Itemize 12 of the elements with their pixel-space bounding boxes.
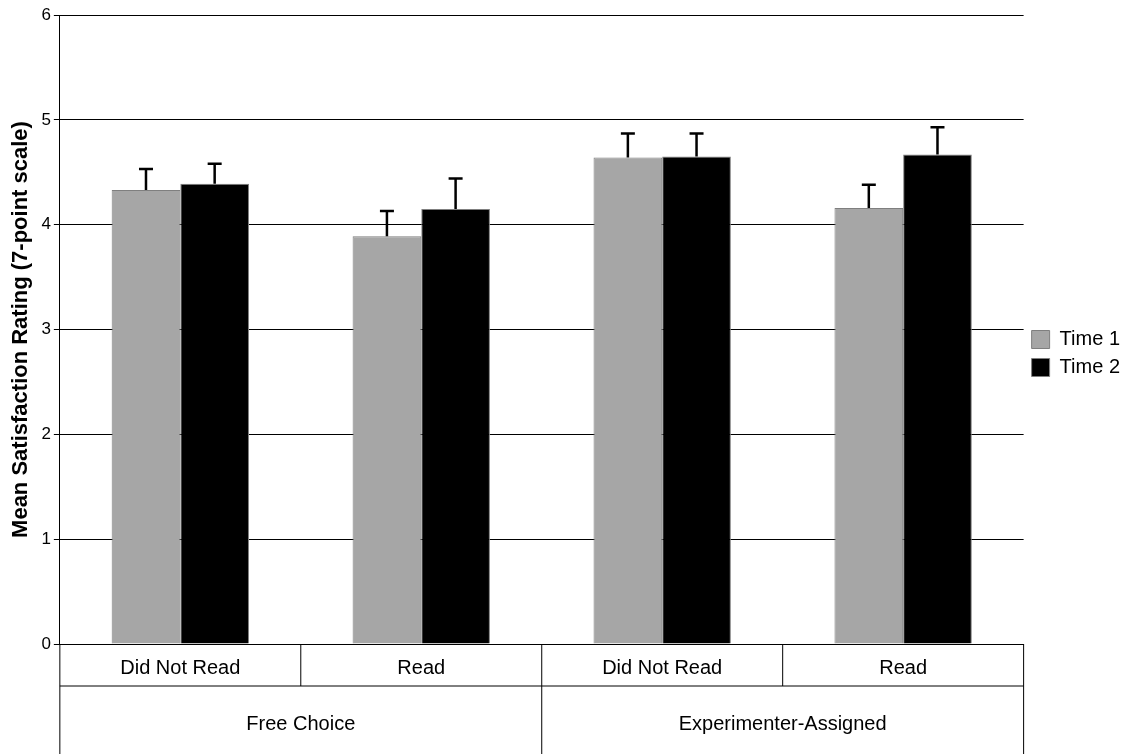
y-tick-label: 0 [41,633,51,653]
y-tick-label: 2 [41,424,51,444]
legend-label: Time 1 [1059,327,1121,350]
legend-label: Time 2 [1059,355,1121,378]
y-axis-title: Mean Satisfaction Rating (7-point scale) [7,121,33,538]
y-tick-label: 1 [41,528,51,548]
text: Experimenter-Assigned [678,711,887,734]
y-tick-label: 6 [41,4,51,24]
y-tick-label: 5 [41,109,51,129]
y-tick-label: 3 [41,319,51,339]
text: Free Choice [246,711,356,734]
y-tick-label: 4 [41,214,51,234]
